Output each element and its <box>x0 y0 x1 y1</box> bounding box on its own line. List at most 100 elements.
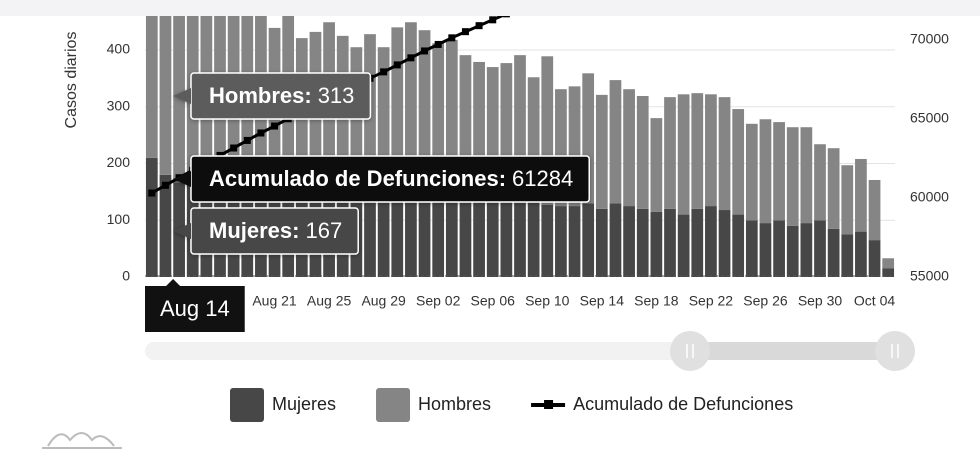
bar <box>691 93 704 209</box>
bar <box>623 89 635 207</box>
x-tick-label: Sep 02 <box>416 293 461 309</box>
bar <box>568 86 581 207</box>
bar <box>718 97 731 211</box>
x-tick-label: Sep 30 <box>798 293 843 309</box>
bar <box>377 189 390 277</box>
bar <box>732 109 745 215</box>
legend-swatch[interactable] <box>544 400 554 409</box>
tooltip-separator: : <box>292 218 299 243</box>
y2-tick-label: 65000 <box>910 110 949 126</box>
x-tooltip-box <box>145 286 245 332</box>
bar <box>609 203 622 277</box>
bar <box>609 80 622 204</box>
top-strip <box>0 0 980 16</box>
line-marker <box>489 16 497 24</box>
legend-swatch[interactable] <box>230 388 264 422</box>
line-marker <box>271 122 279 130</box>
bar <box>159 16 172 175</box>
bar <box>800 223 813 277</box>
tooltip-name: Hombres <box>209 83 304 108</box>
line-marker <box>148 189 156 197</box>
bar <box>514 191 526 277</box>
bar <box>718 210 731 277</box>
bar <box>868 179 881 241</box>
bar <box>664 97 676 209</box>
y-axis-label: Casos diarios <box>63 32 80 129</box>
tooltip-arrow <box>173 171 191 187</box>
slider-handle[interactable] <box>875 331 915 371</box>
bar <box>486 197 499 277</box>
x-tick-label: Aug 21 <box>252 293 297 309</box>
line-marker <box>393 61 401 69</box>
line-marker <box>243 136 251 144</box>
bar <box>527 77 540 201</box>
tooltip-value: 167 <box>305 218 342 243</box>
bar <box>636 208 649 277</box>
bar <box>541 204 554 277</box>
bar <box>405 22 417 181</box>
bar <box>159 174 172 277</box>
bar <box>745 220 758 277</box>
bar <box>541 56 554 205</box>
x-tick-label: Sep 22 <box>689 293 734 309</box>
y-tick-label: 400 <box>107 41 131 57</box>
x-tooltip-text: Aug 14 <box>160 296 230 321</box>
tooltip-text: Mujeres: 167 <box>209 218 342 243</box>
bar <box>145 157 158 277</box>
bar <box>432 43 445 190</box>
line-marker <box>475 22 483 30</box>
legend-label[interactable]: Mujeres <box>272 394 336 414</box>
line-marker <box>461 28 469 36</box>
bar <box>432 189 445 277</box>
bar <box>800 127 813 224</box>
bar <box>677 214 690 277</box>
range-slider[interactable] <box>145 331 915 371</box>
slider-selection <box>690 342 895 360</box>
bar <box>500 63 513 195</box>
tooltip-name: Acumulado de Defunciones <box>209 166 499 191</box>
legend-label[interactable]: Hombres <box>418 394 491 414</box>
tooltip: Acumulado de Defunciones: 61284 <box>173 155 590 203</box>
bar <box>786 225 799 277</box>
y-tick-label: 100 <box>107 211 131 227</box>
bar <box>650 211 663 277</box>
bar <box>595 208 608 277</box>
bar <box>500 194 513 277</box>
x-tick-label: Aug 25 <box>307 293 352 309</box>
bar <box>445 186 458 277</box>
y2-tick-label: 60000 <box>910 189 949 205</box>
line-marker <box>257 129 265 137</box>
tooltip-value: 313 <box>318 83 355 108</box>
tooltip-text: Acumulado de Defunciones: 61284 <box>209 166 573 191</box>
line-marker <box>434 40 442 48</box>
bar <box>473 61 485 195</box>
bar <box>773 122 785 221</box>
bar <box>582 203 595 277</box>
bar <box>732 214 745 277</box>
bar <box>841 165 854 235</box>
bar <box>759 119 772 224</box>
x-tick-label: Sep 10 <box>525 293 570 309</box>
bar <box>473 194 485 277</box>
legend-swatch[interactable] <box>376 388 411 422</box>
bar <box>773 220 785 277</box>
tooltip-text: Hombres: 313 <box>209 83 354 108</box>
legend-label[interactable]: Acumulado de Defunciones <box>573 394 793 414</box>
bar <box>855 231 867 277</box>
bar <box>527 200 540 277</box>
bar <box>759 223 772 277</box>
bar <box>623 206 635 277</box>
line-marker <box>502 16 510 18</box>
y-tick-label: 300 <box>107 97 131 113</box>
bar <box>650 118 663 212</box>
x-tick-label: Sep 26 <box>743 293 788 309</box>
slider-handle[interactable] <box>670 331 710 371</box>
bar <box>459 191 472 277</box>
bar <box>173 16 185 183</box>
bar <box>882 258 895 269</box>
x-tick-label: Sep 06 <box>471 293 516 309</box>
bar <box>364 183 376 277</box>
bar <box>636 96 649 209</box>
bar <box>868 240 881 277</box>
